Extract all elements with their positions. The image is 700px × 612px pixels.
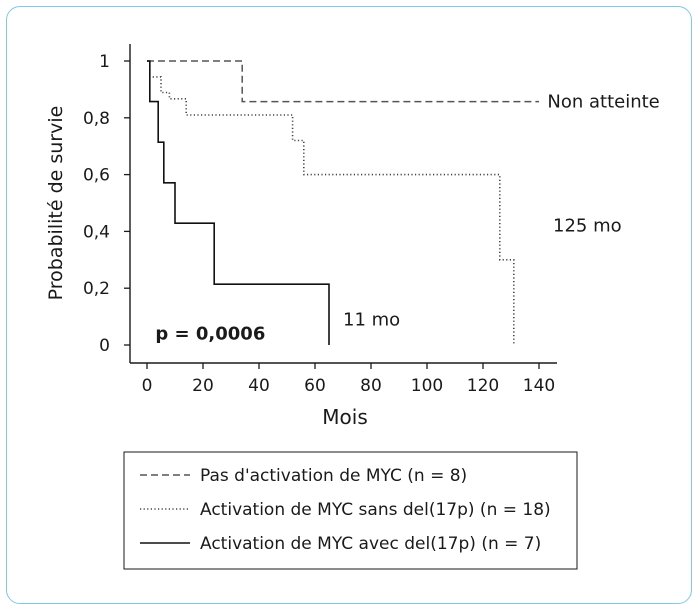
legend-label-3: Activation de MYC avec del(17p) (n = 7): [200, 534, 541, 554]
ticks: 0 0,2 0,4 0,6 0,8 1 0 20 40 60 80 100 120 140: [83, 52, 555, 396]
annotations: Non atteinte 125 mo 11 mo p = 0,0006: [155, 92, 659, 345]
y-tick-label: 0,2: [83, 279, 110, 299]
x-axis-label: Mois: [322, 405, 367, 429]
x-tick-label: 120: [467, 376, 499, 396]
series-line-2: [147, 60, 515, 345]
annotation-1: Non atteinte: [547, 92, 659, 113]
annotation-2: 125 mo: [553, 216, 622, 237]
y-tick-label: 1: [99, 52, 110, 72]
series-line-3: [147, 60, 330, 345]
legend-label-2: Activation de MYC sans del(17p) (n = 18): [200, 500, 551, 520]
annotation-4: p = 0,0006: [155, 324, 265, 345]
x-tick-label: 0: [142, 376, 153, 396]
series-lines: [147, 60, 539, 345]
legend-box: [123, 451, 578, 570]
y-tick-label: 0,4: [83, 222, 110, 242]
y-tick-label: 0,8: [83, 109, 110, 129]
axes: [129, 44, 557, 364]
x-tick-label: 100: [411, 376, 443, 396]
x-tick-label: 40: [248, 376, 270, 396]
y-tick-label: 0: [99, 336, 110, 356]
x-tick-label: 20: [192, 376, 214, 396]
x-tick-label: 60: [304, 376, 326, 396]
legend: Pas d'activation de MYC (n = 8) Activatio…: [123, 451, 578, 570]
y-tick-label: 0,6: [83, 166, 110, 186]
x-tick-label: 80: [360, 376, 382, 396]
legend-label-1: Pas d'activation de MYC (n = 8): [200, 466, 467, 486]
series-line-1: [147, 60, 539, 103]
y-axis-label: Probabilité de survie: [45, 106, 67, 301]
annotation-3: 11 mo: [343, 309, 400, 330]
x-tick-label: 140: [523, 376, 555, 396]
